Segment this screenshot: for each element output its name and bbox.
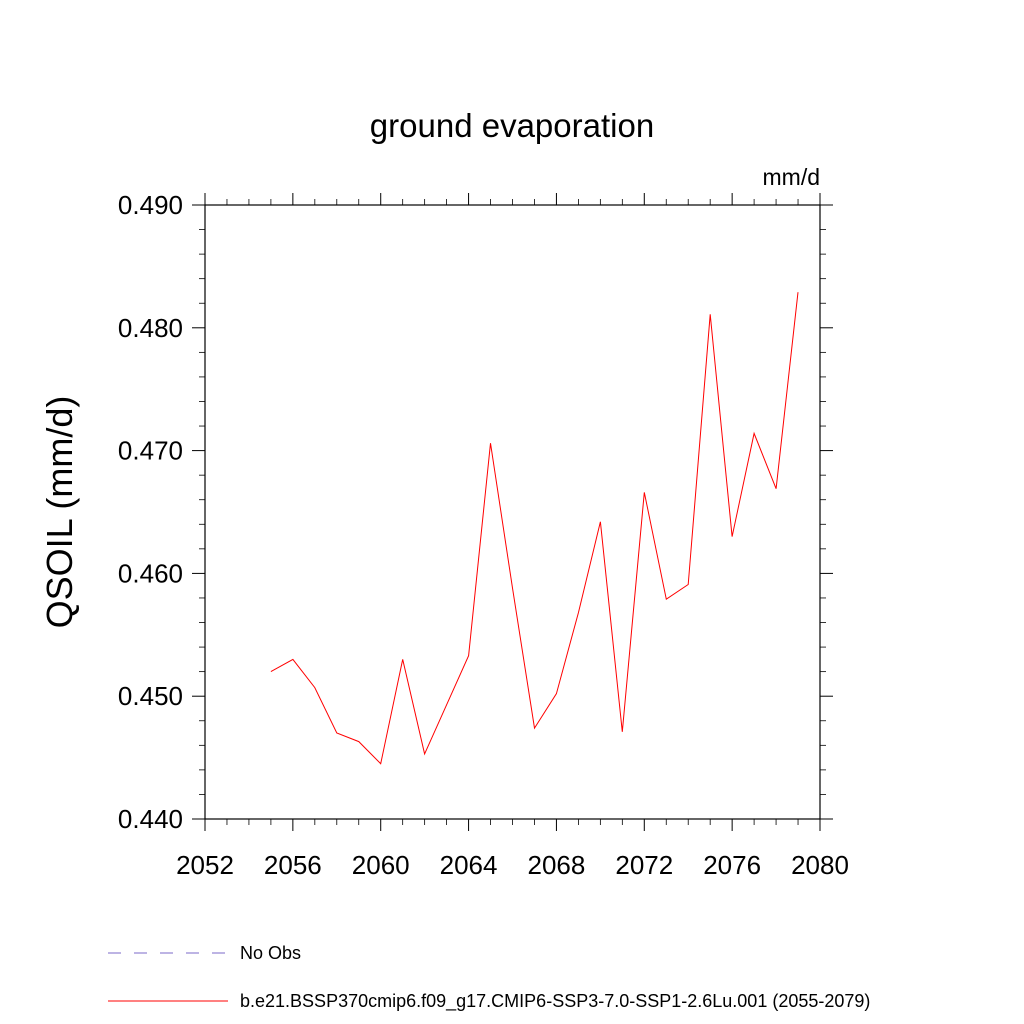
axis-tick-labels: 2052 2056 2060 2064 2068 2072 2076 2080 0.440 0.4… <box>118 190 849 880</box>
y-tick-label: 0.490 <box>118 190 183 220</box>
legend-label-model: b.e21.BSSP370cmip6.f09_g17.CMIP6-SSP3-7.… <box>240 991 870 1012</box>
x-tick-label: 2080 <box>791 850 849 880</box>
series-line <box>270 292 799 765</box>
y-axis-label: QSOIL (mm/d) <box>39 396 80 629</box>
y-tick-label: 0.470 <box>118 436 183 466</box>
y-tick-label: 0.460 <box>118 558 183 588</box>
legend-label-no-obs: No Obs <box>240 943 301 963</box>
data-series <box>270 292 799 765</box>
axis-ticks <box>192 193 833 831</box>
x-tick-label: 2072 <box>615 850 673 880</box>
plot-frame <box>204 204 821 820</box>
x-tick-label: 2052 <box>176 850 234 880</box>
x-tick-label: 2076 <box>703 850 761 880</box>
x-tick-label: 2060 <box>352 850 410 880</box>
x-tick-label: 2064 <box>440 850 498 880</box>
y-tick-label: 0.440 <box>118 804 183 834</box>
x-tick-label: 2056 <box>264 850 322 880</box>
x-tick-label: 2068 <box>528 850 586 880</box>
units-label: mm/d <box>763 164 821 190</box>
y-tick-label: 0.480 <box>118 313 183 343</box>
legend: No Obs b.e21.BSSP370cmip6.f09_g17.CMIP6-… <box>108 943 870 1012</box>
y-tick-label: 0.450 <box>118 681 183 711</box>
chart-title: ground evaporation <box>370 107 654 144</box>
